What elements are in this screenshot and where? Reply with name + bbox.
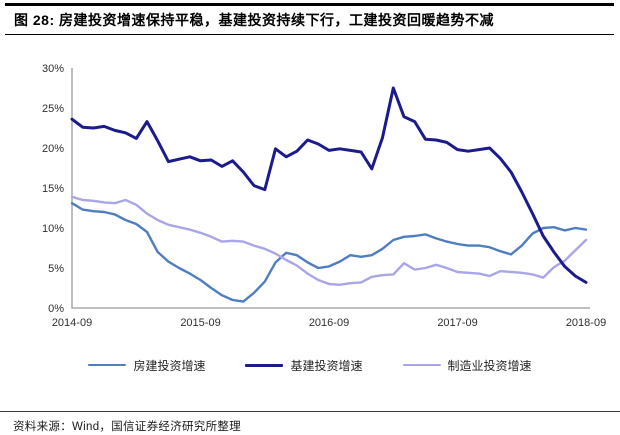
figure-header: 图 28: 房建投资增速保持平稳，基建投资持续下行，工建投资回暖趋势不减 bbox=[5, 3, 614, 35]
legend-item-manufacturing: 制造业投资增速 bbox=[402, 357, 532, 373]
x-tick-label: 2018-09 bbox=[566, 317, 606, 329]
x-tick-label: 2016-09 bbox=[309, 317, 349, 329]
legend-line-swatch-manufacturing bbox=[402, 363, 441, 367]
x-tick-label: 2015-09 bbox=[180, 317, 220, 329]
source-text: 资料来源：Wind，国信证券经济研究所整理 bbox=[13, 421, 241, 433]
series-line-housing bbox=[70, 201, 588, 303]
y-tick-label: 5% bbox=[48, 263, 64, 275]
legend-item-housing: 房建投资增速 bbox=[88, 357, 205, 373]
legend-line-swatch-housing bbox=[88, 363, 127, 367]
legend-label-housing: 房建投资增速 bbox=[133, 358, 206, 373]
figure-title: 图 28: 房建投资增速保持平稳，基建投资持续下行，工建投资回暖趋势不减 bbox=[14, 12, 495, 28]
series-line-manufacturing bbox=[70, 195, 588, 287]
y-tick-label: 10% bbox=[42, 223, 64, 235]
legend-line-swatch-infrastructure bbox=[245, 363, 284, 367]
x-tick-label: 2017-09 bbox=[437, 317, 477, 329]
legend-label-manufacturing: 制造业投资增速 bbox=[447, 358, 532, 373]
series-line-infrastructure bbox=[70, 86, 588, 284]
legend-label-infrastructure: 基建投资增速 bbox=[290, 358, 363, 373]
axis-lines bbox=[71, 68, 590, 309]
source-note-bar: 资料来源：Wind，国信证券经济研究所整理 bbox=[0, 411, 620, 435]
y-tick-label: 20% bbox=[42, 143, 64, 155]
y-tick-label: 30% bbox=[42, 63, 64, 75]
y-tick-label: 0% bbox=[48, 303, 64, 315]
y-tick-label: 15% bbox=[42, 183, 64, 195]
line-chart: 0% 5% 10% 15% 20% 25% 30% 2014-09 2015-09 2016-09… bbox=[42, 63, 606, 329]
x-tick-label: 2014-09 bbox=[52, 317, 92, 329]
legend-item-infrastructure: 基建投资增速 bbox=[245, 357, 363, 373]
chart-legend: 房建投资增速 基建投资增速 制造业投资增速 bbox=[0, 357, 620, 373]
y-tick-label: 25% bbox=[42, 103, 64, 115]
